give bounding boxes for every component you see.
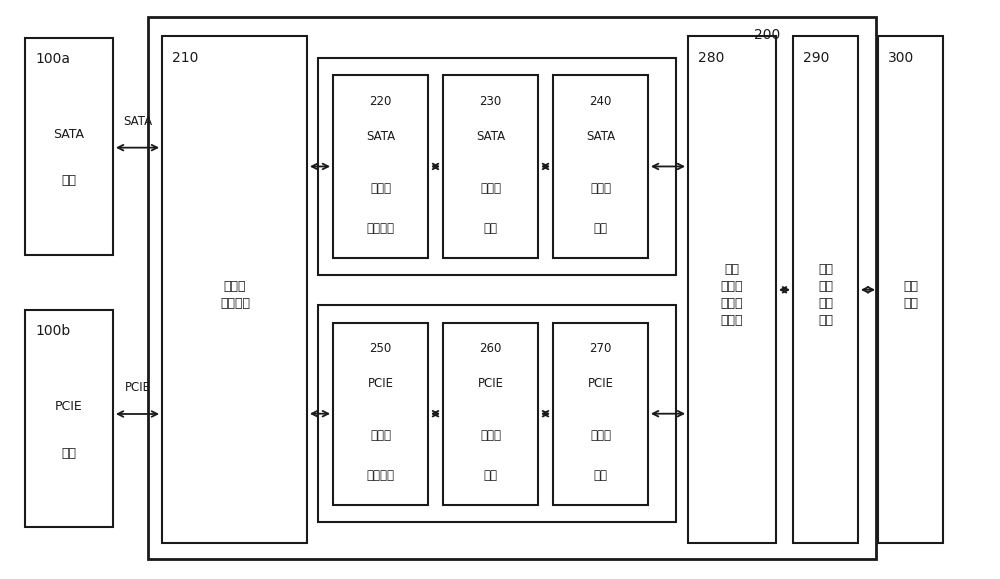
Text: 200: 200 xyxy=(754,28,780,42)
Text: 290: 290 xyxy=(803,51,829,65)
Text: 100a: 100a xyxy=(35,52,70,66)
Bar xyxy=(25,38,113,255)
Text: 链路层: 链路层 xyxy=(480,429,501,442)
Text: 模块: 模块 xyxy=(594,470,608,482)
Text: 物理层: 物理层 xyxy=(370,182,391,195)
Text: 事物层: 事物层 xyxy=(590,429,611,442)
Text: 230: 230 xyxy=(479,95,502,108)
Text: PCIE: PCIE xyxy=(55,400,83,413)
Text: 主机: 主机 xyxy=(62,174,76,188)
Text: 传输层: 传输层 xyxy=(590,182,611,195)
Bar xyxy=(318,305,676,522)
Bar xyxy=(443,75,538,258)
Text: PCIE: PCIE xyxy=(368,377,394,390)
Bar xyxy=(25,310,113,527)
Text: 模块: 模块 xyxy=(484,470,498,482)
Bar xyxy=(148,17,876,559)
Text: 模块: 模块 xyxy=(484,222,498,235)
Text: 链路层: 链路层 xyxy=(480,182,501,195)
Text: PCIE: PCIE xyxy=(478,377,504,390)
Bar xyxy=(793,36,858,543)
Text: 280: 280 xyxy=(698,51,724,65)
Text: 220: 220 xyxy=(369,95,392,108)
Bar xyxy=(333,323,428,505)
Bar xyxy=(688,36,776,543)
Text: 数字模块: 数字模块 xyxy=(366,470,394,482)
Text: 物理层
模拟模块: 物理层 模拟模块 xyxy=(220,280,250,310)
Bar xyxy=(162,36,307,543)
Bar xyxy=(443,323,538,505)
Text: SATA: SATA xyxy=(586,130,615,142)
Text: 260: 260 xyxy=(479,342,502,355)
Text: 100b: 100b xyxy=(35,324,70,338)
Bar xyxy=(553,75,648,258)
Text: 存储
单元: 存储 单元 xyxy=(904,280,918,310)
Text: 250: 250 xyxy=(369,342,392,355)
Text: PCIE: PCIE xyxy=(588,377,614,390)
Text: SATA: SATA xyxy=(123,115,152,128)
Text: SATA: SATA xyxy=(476,130,505,142)
Text: 物理层: 物理层 xyxy=(370,429,391,442)
Bar xyxy=(553,323,648,505)
Text: 210: 210 xyxy=(172,51,198,65)
Bar xyxy=(333,75,428,258)
Text: 模块: 模块 xyxy=(594,222,608,235)
Text: PCIE: PCIE xyxy=(124,382,150,394)
Text: 270: 270 xyxy=(589,342,612,355)
Text: 协议
应用层
解析控
制模块: 协议 应用层 解析控 制模块 xyxy=(721,263,743,327)
Text: SATA: SATA xyxy=(366,130,395,142)
Bar xyxy=(318,58,676,275)
Text: 数字模块: 数字模块 xyxy=(366,222,394,235)
Bar xyxy=(878,36,943,543)
Text: 存储
单元
控制
模块: 存储 单元 控制 模块 xyxy=(818,263,834,327)
Text: SATA: SATA xyxy=(54,128,84,141)
Text: 主机: 主机 xyxy=(62,446,76,460)
Text: 240: 240 xyxy=(589,95,612,108)
Text: 300: 300 xyxy=(888,51,914,65)
